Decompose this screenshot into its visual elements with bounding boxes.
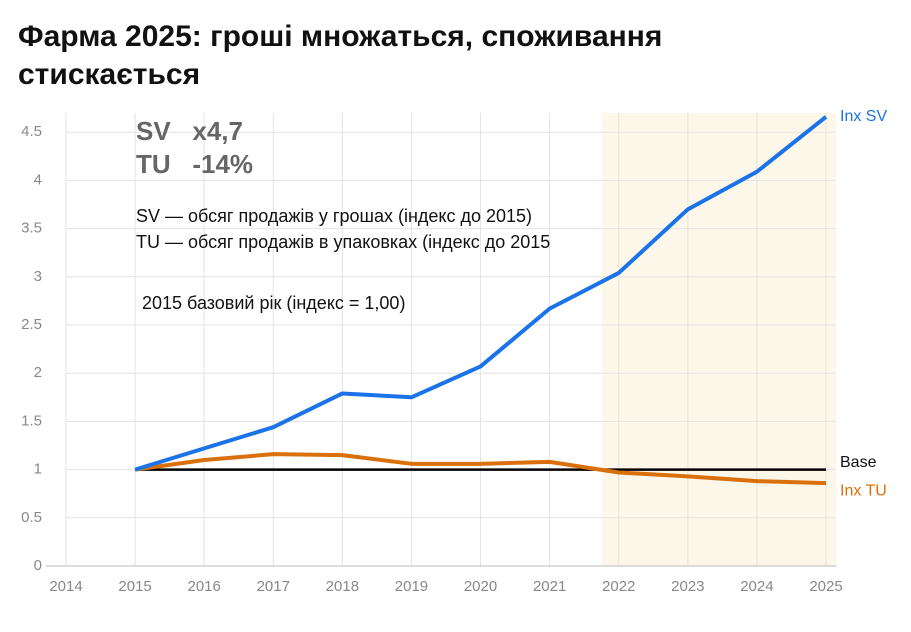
annotation: SV — обсяг продажів у грошах (індекс до … [136,206,532,226]
series-line [134,115,828,472]
x-tick-label: 2016 [187,578,220,595]
series-label: Inx SV [840,108,887,125]
series-line [134,452,827,486]
y-tick-label: 1 [34,461,42,478]
y-tick-label: 3 [34,268,42,285]
y-tick-label: 2 [34,364,42,381]
y-tick-label: 1.5 [21,412,42,429]
x-tick-label: 2025 [809,578,842,595]
x-tick-label: 2015 [118,578,151,595]
x-tick-label: 2023 [671,578,704,595]
y-tick-label: 0 [34,557,42,574]
chart-title: Фарма 2025: гроші множаться, споживання [18,20,662,53]
chart-title: стискається [18,58,200,91]
forecast-shade [601,112,837,567]
annotation: TU — обсяг продажів в упаковках (індекс … [136,232,550,252]
annotation: 2015 базовий рік (індекс = 1,00) [142,293,405,313]
x-tick-label: 2021 [533,578,566,595]
y-tick-label: 4 [34,171,42,188]
series-label: Inx TU [840,482,887,499]
x-tick-label: 2019 [395,578,428,595]
x-tick-label: 2017 [257,578,290,595]
x-tick-label: 2022 [602,578,635,595]
x-tick-label: 2020 [464,578,497,595]
annotation: TU -14% [136,149,253,179]
x-tick-label: 2018 [326,578,359,595]
y-tick-label: 2.5 [21,316,42,333]
annotation: SV x4,7 [136,116,243,146]
y-tick-label: 4.5 [21,123,42,140]
y-tick-label: 0.5 [21,509,42,526]
y-tick-label: 3.5 [21,220,42,237]
x-tick-label: 2024 [740,578,773,595]
series-label: Base [840,454,877,471]
x-tick-label: 2014 [49,578,82,595]
